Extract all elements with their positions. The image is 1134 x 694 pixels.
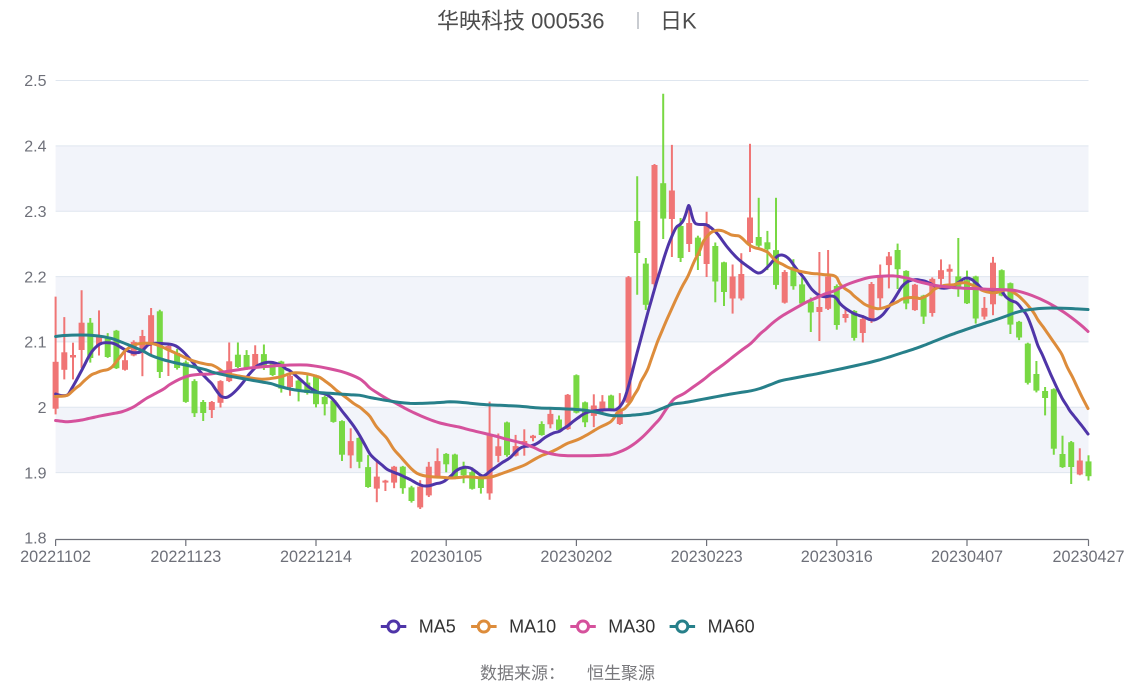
svg-text:20221214: 20221214: [280, 548, 352, 566]
svg-text:MA5: MA5: [419, 617, 456, 637]
svg-text:MA60: MA60: [708, 617, 755, 637]
svg-text:数据来源：: 数据来源：: [480, 664, 565, 683]
svg-text:2.4: 2.4: [24, 139, 46, 156]
svg-text:20230223: 20230223: [671, 548, 743, 566]
svg-text:1.8: 1.8: [24, 531, 46, 548]
svg-text:20221123: 20221123: [150, 548, 221, 566]
svg-text:华映科技 000536: 华映科技 000536: [437, 8, 605, 33]
svg-text:MA30: MA30: [608, 617, 655, 637]
svg-text:20230427: 20230427: [1052, 548, 1124, 566]
svg-text:2.3: 2.3: [24, 204, 46, 221]
svg-text:2.5: 2.5: [24, 73, 46, 90]
svg-text:2: 2: [38, 400, 47, 417]
svg-text:20230202: 20230202: [540, 548, 612, 566]
svg-text:日K: 日K: [660, 8, 697, 33]
svg-text:MA10: MA10: [509, 617, 556, 637]
svg-text:20230105: 20230105: [410, 548, 482, 566]
svg-text:1.9: 1.9: [24, 465, 46, 482]
svg-text:20221102: 20221102: [20, 548, 91, 566]
svg-text:2.1: 2.1: [24, 335, 46, 352]
svg-text:20230316: 20230316: [801, 548, 873, 566]
svg-text:20230407: 20230407: [931, 548, 1003, 566]
svg-text:恒生聚源: 恒生聚源: [587, 664, 655, 683]
svg-text:2.2: 2.2: [24, 269, 46, 286]
